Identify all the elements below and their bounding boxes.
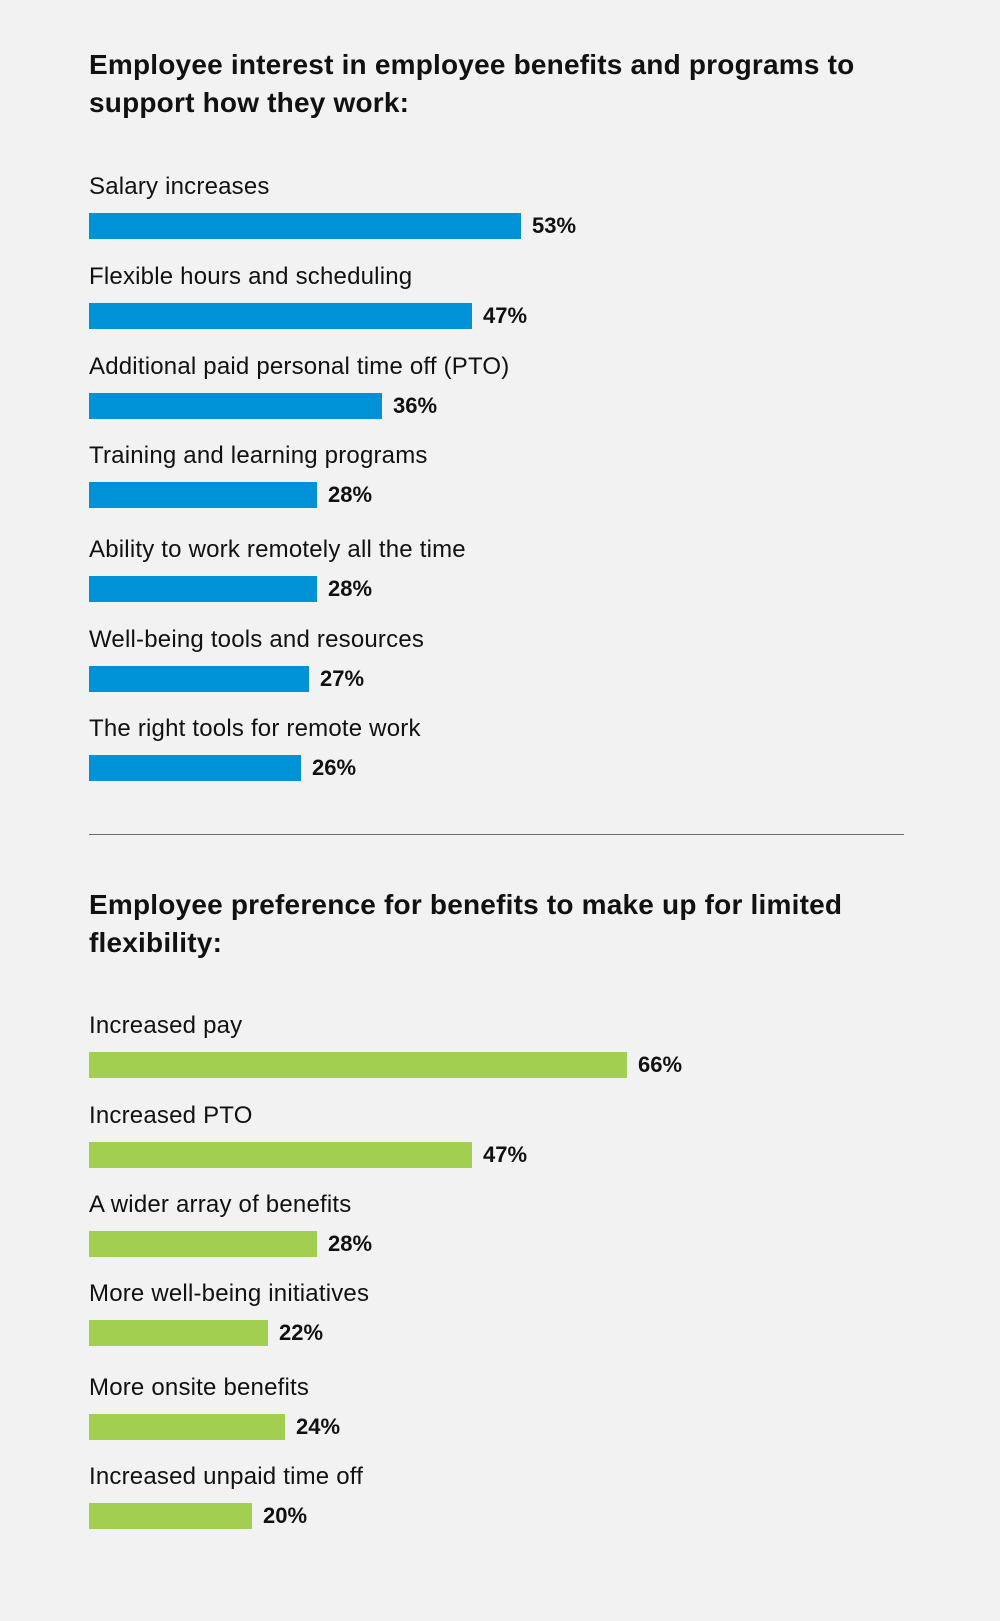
category-label: Ability to work remotely all the time [89, 536, 466, 563]
value-label: 36% [393, 393, 438, 418]
bar [89, 213, 521, 239]
value-label: 20% [263, 1503, 308, 1528]
value-label: 24% [296, 1414, 341, 1439]
bar [89, 1414, 285, 1440]
bar [89, 303, 472, 329]
category-label: The right tools for remote work [89, 715, 421, 742]
category-label: Well-being tools and resources [89, 626, 425, 653]
bar [89, 1503, 252, 1529]
category-label: Training and learning programs [89, 442, 428, 469]
bar [89, 1320, 268, 1346]
value-label: 26% [312, 755, 357, 780]
value-label: 28% [328, 576, 373, 601]
bar [89, 755, 301, 781]
value-label: 28% [328, 482, 373, 507]
chart-title-flexibility-preference: Employee preference for benefits to make… [89, 889, 843, 958]
category-label: Salary increases [89, 173, 270, 200]
value-label: 28% [328, 1231, 373, 1256]
value-label: 66% [638, 1052, 683, 1077]
value-label: 53% [532, 213, 577, 238]
category-label: More onsite benefits [89, 1374, 310, 1401]
section-divider [89, 834, 904, 835]
category-label: Flexible hours and scheduling [89, 263, 413, 290]
category-label: Additional paid personal time off (PTO) [89, 353, 510, 380]
value-label: 47% [483, 1142, 528, 1167]
value-label: 22% [279, 1320, 324, 1345]
chart-title-benefits-interest: Employee interest in employee benefits a… [89, 49, 855, 118]
category-label: A wider array of benefits [89, 1191, 352, 1218]
bar [89, 482, 317, 508]
category-label: Increased PTO [89, 1102, 253, 1129]
bar [89, 666, 309, 692]
bar [89, 393, 382, 419]
bar [89, 576, 317, 602]
value-label: 27% [320, 666, 365, 691]
bar [89, 1231, 317, 1257]
category-label: More well-being initiatives [89, 1280, 370, 1307]
category-label: Increased pay [89, 1012, 243, 1039]
bar [89, 1142, 472, 1168]
value-label: 47% [483, 303, 528, 328]
bar [89, 1052, 627, 1078]
category-label: Increased unpaid time off [89, 1463, 364, 1490]
